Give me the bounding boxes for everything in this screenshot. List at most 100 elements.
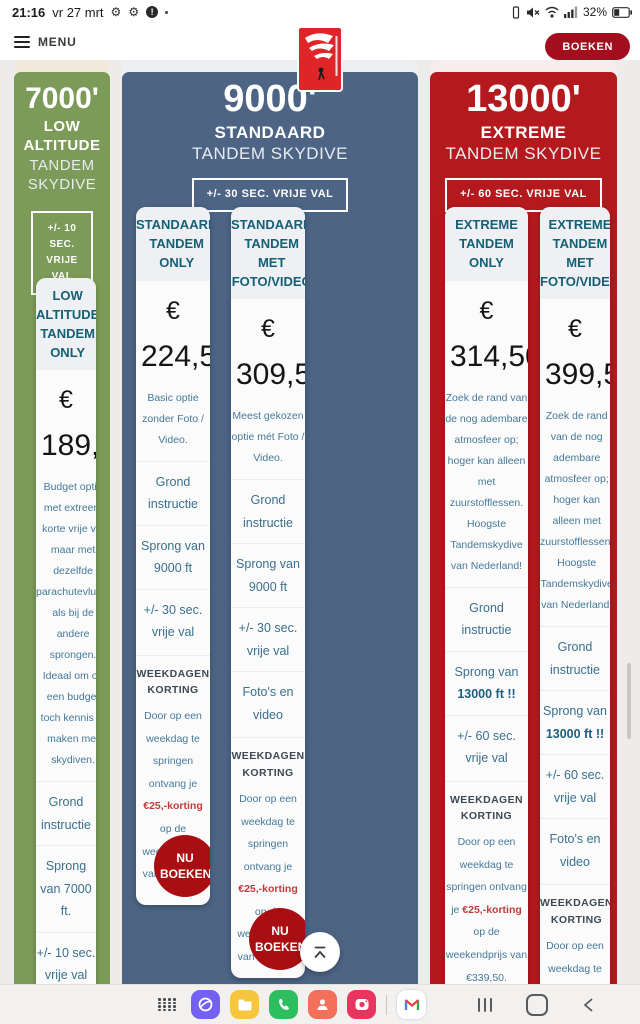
price-card-description: Zoek de rand van de nog adembare atmosfe… (540, 410, 610, 612)
menu-label: MENU (38, 35, 77, 49)
price-card-title: EXTREME TANDEM ONLY (445, 207, 528, 281)
gmail-icon[interactable] (397, 990, 426, 1019)
back-icon[interactable] (582, 985, 594, 1024)
price-card: EXTREME TANDEM MET FOTO/VIDEO € 399,50 Z… (540, 207, 610, 1024)
feature-list: Grond instructie Sprong van 13000 ft !! +/… (445, 586, 528, 779)
internet-browser-icon[interactable] (191, 990, 220, 1019)
discount-title: WEEKDAGEN KORTING (540, 897, 610, 927)
feature-item: Foto's en video (231, 671, 305, 735)
dock-divider (386, 994, 387, 1015)
feature-list: Grond instructie Sprong van 9000 ft +/- 30… (231, 479, 305, 735)
feature-item: Grond instructie (136, 460, 210, 525)
feature-item: Grond instructie (540, 626, 610, 690)
feature-item: Foto's en video (540, 818, 610, 882)
feature-item: +/- 30 sec. vrije val (231, 607, 305, 671)
page-scrollbar[interactable] (627, 663, 631, 739)
camera-icon[interactable] (347, 990, 376, 1019)
feature-item: +/- 60 sec. vrije val (540, 754, 610, 818)
pricing-column-standaard: 9000' STANDAARD TANDEM SKYDIVE +/- 30 SE… (122, 58, 418, 1024)
wifi-icon (545, 6, 559, 18)
price-value: 189,50 (41, 429, 96, 463)
feature-item: Sprong van 13000 ft !! (540, 690, 610, 754)
price-currency: € (59, 386, 73, 415)
feature-item: Grond instructie (231, 479, 305, 543)
price-card-title: STANDAARD TANDEM MET FOTO/VIDEO (231, 207, 305, 300)
altitude-heading: 9000' (223, 78, 317, 120)
signal-icon (563, 6, 578, 18)
feature-item: Grond instructie (36, 781, 96, 845)
scroll-to-top-button[interactable] (300, 932, 340, 972)
mute-icon (526, 7, 540, 17)
recents-icon[interactable] (478, 985, 492, 1024)
feature-item: +/- 10 sec. vrije val (36, 931, 96, 996)
price-value: 314,50 (450, 339, 528, 373)
price-value: 309,50 (236, 358, 305, 392)
alert-circle-icon: ! (146, 6, 159, 18)
feature-list: Grond instructie Sprong van 7000 ft. +/- 1… (36, 781, 96, 996)
feature-item: Sprong van 9000 ft (136, 524, 210, 589)
price-card-description: Basic optie zonder Foto / Video. (142, 391, 204, 446)
price-currency: € (568, 315, 582, 344)
boeken-button[interactable]: BOEKEN (545, 33, 630, 60)
altitude-heading: 13000' (466, 78, 581, 120)
price-card: STANDAARD TANDEM ONLY € 224,50 Basic opt… (136, 207, 210, 905)
column-title: LOW ALTITUDE (23, 117, 101, 155)
price-value: 224,50 (141, 339, 210, 373)
discount-block: WEEKDAGEN KORTING Door op een weekdag te… (445, 780, 528, 990)
column-title: EXTREME (480, 122, 567, 142)
feature-list: Grond instructie Sprong van 13000 ft !! +/… (540, 626, 610, 882)
price-card: EXTREME TANDEM ONLY € 314,50 Zoek de ran… (445, 207, 528, 1024)
nu-boeken-button[interactable]: NU BOEKEN (249, 908, 305, 970)
skydive-logo[interactable] (299, 28, 341, 90)
my-files-icon[interactable] (230, 990, 259, 1019)
feature-list: Grond instructie Sprong van 9000 ft +/- 30… (136, 460, 210, 653)
price-card: LOW ALTITUDE TANDEM ONLY € 189,50 Budget… (36, 278, 96, 1024)
price-card: STANDAARD TANDEM MET FOTO/VIDEO € 309,50… (231, 207, 305, 978)
price-card-title: EXTREME TANDEM MET FOTO/VIDEO (540, 207, 610, 300)
clock: 21:16 (12, 4, 46, 20)
feature-item: Sprong van 9000 ft (231, 543, 305, 607)
hamburger-icon (14, 33, 30, 51)
price-currency: € (166, 296, 180, 325)
price-currency: € (479, 296, 494, 325)
price-value: 399,50 (545, 358, 610, 392)
pricing-column-extreme: 13000' EXTREME TANDEM SKYDIVE +/- 60 SEC… (430, 58, 617, 1024)
price-card-description: Budget optie met extreem korte vrije val… (36, 481, 96, 767)
discount-title: WEEKDAGEN KORTING (136, 667, 210, 697)
feature-item: Grond instructie (445, 586, 528, 651)
feature-item: Sprong van 7000 ft. (36, 845, 96, 932)
feature-item: +/- 60 sec. vrije val (445, 714, 528, 779)
feature-item: Sprong van 13000 ft !! (445, 650, 528, 715)
notification-dot-icon (165, 10, 169, 14)
discount-title: WEEKDAGEN KORTING (231, 750, 305, 780)
discount-text: Door op een weekdag te springen ontvang … (445, 836, 528, 984)
column-subtitle: TANDEM SKYDIVE (445, 143, 602, 163)
discount-title: WEEKDAGEN KORTING (449, 793, 524, 823)
altitude-heading: 7000' (25, 82, 99, 115)
price-card-title: STANDAARD TANDEM ONLY (136, 207, 210, 281)
column-title: STANDAARD (214, 122, 326, 142)
column-subtitle: TANDEM SKYDIVE (27, 156, 97, 194)
phone-icon[interactable] (269, 990, 298, 1019)
nu-boeken-button[interactable]: NU BOEKEN (154, 835, 210, 897)
menu-button[interactable]: MENU (14, 33, 77, 51)
chevron-up-icon (314, 946, 326, 958)
gear-icon: ⚙ (128, 5, 140, 19)
column-subtitle: TANDEM SKYDIVE (192, 143, 348, 163)
settings-gear-icon: ⚙ (110, 5, 122, 19)
status-bar: 21:16 vr 27 mrt ⚙ ⚙ ! 32% (0, 0, 640, 24)
date: vr 27 mrt (52, 4, 104, 20)
app-drawer-icon[interactable] (158, 998, 177, 1011)
pricing-column-low-altitude: 7000' LOW ALTITUDE TANDEM SKYDIVE +/- 10… (14, 58, 110, 1024)
battery-percent: 32% (582, 5, 607, 19)
home-icon[interactable] (526, 985, 548, 1024)
price-card-title: LOW ALTITUDE TANDEM ONLY (36, 278, 96, 371)
feature-item: +/- 30 sec. vrije val (136, 588, 210, 653)
contacts-icon[interactable] (308, 990, 337, 1019)
price-card-description: Meest gekozen optie mét Foto / Video. (231, 410, 305, 465)
price-currency: € (261, 315, 275, 344)
battery-icon (612, 6, 632, 18)
vibrate-icon (512, 5, 520, 19)
price-card-description: Zoek de rand van de nog adembare atmosfe… (445, 391, 528, 572)
taskbar-dock (0, 984, 640, 1024)
